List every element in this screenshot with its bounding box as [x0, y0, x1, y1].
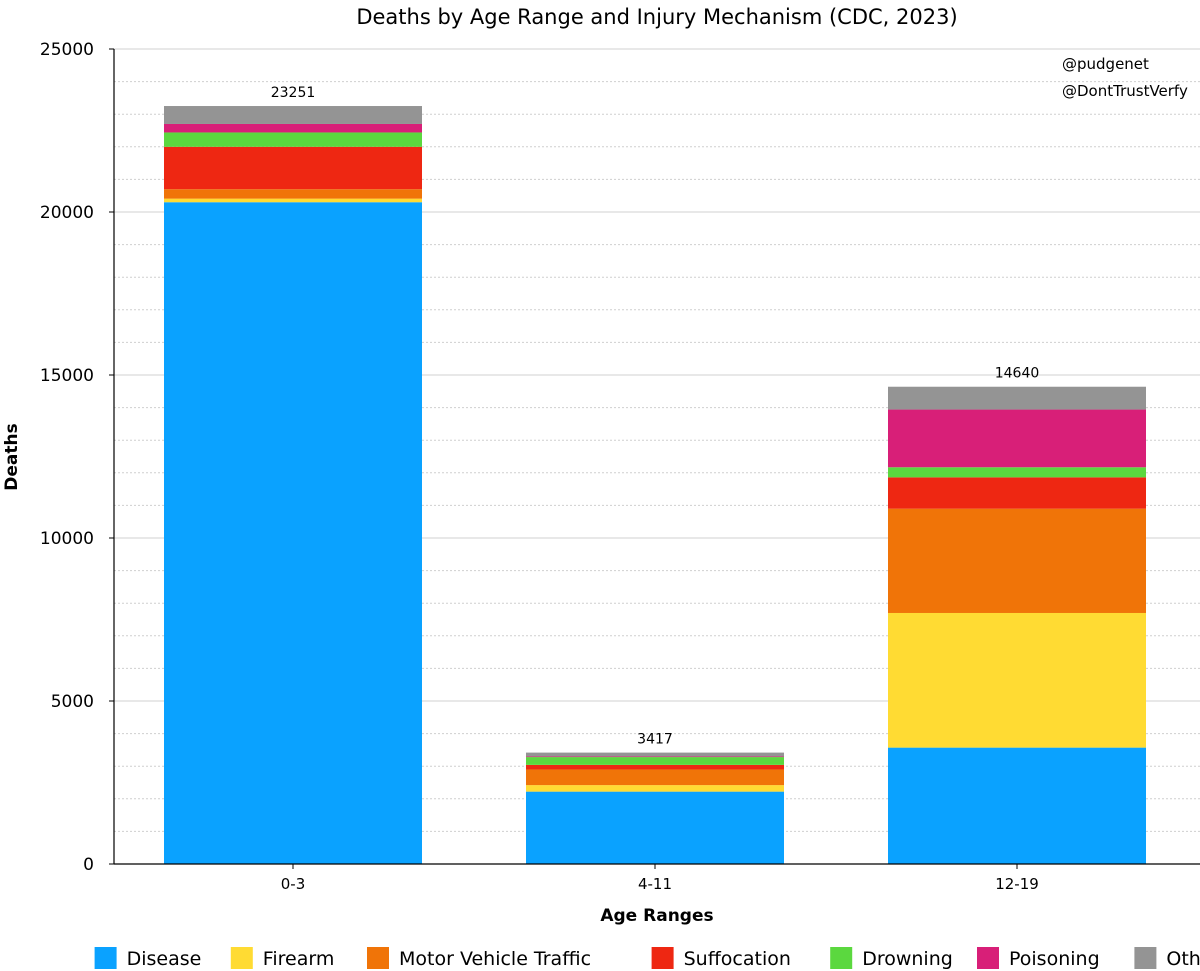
bar-segment-4-11-poisoning: [526, 756, 784, 758]
x-tick-label: 12-19: [995, 875, 1039, 893]
bar-segment-12-19-other: [888, 386, 1146, 410]
bar-segment-12-19-poisoning: [888, 409, 1146, 468]
legend-swatch-poisoning: [977, 947, 999, 969]
y-tick-label: 15000: [40, 366, 94, 386]
bar-segment-12-19-suffocation: [888, 477, 1146, 509]
x-tick-label: 0-3: [281, 875, 306, 893]
legend-swatch-drowning: [830, 947, 853, 969]
legend-label-drowning: Drowning: [862, 948, 953, 970]
y-tick-label: 20000: [40, 203, 94, 223]
bars: [164, 106, 1146, 865]
bar-segment-12-19-firearm: [888, 612, 1146, 748]
y-tick-label: 5000: [51, 692, 94, 712]
bar-segment-0-3-drowning: [164, 132, 422, 147]
chart-title: Deaths by Age Range and Injury Mechanism…: [356, 5, 957, 29]
bar-segment-0-3-motor-vehicle-traffic: [164, 189, 422, 199]
x-axis-label: Age Ranges: [600, 906, 713, 926]
legend-swatch-firearm: [230, 947, 253, 969]
y-tick-label: 25000: [40, 40, 94, 60]
credit-handle-1: @pudgenet: [1062, 55, 1149, 73]
y-axis-ticks: 0 5000 10000 15000 20000 25000: [40, 40, 94, 875]
bar-segment-4-11-disease: [526, 791, 784, 864]
legend-label-other: Other: [1166, 948, 1200, 970]
bar-segment-0-3-other: [164, 106, 422, 124]
bar-segment-0-3-suffocation: [164, 146, 422, 190]
legend: Disease Firearm Motor Vehicle Traffic Suffo…: [94, 947, 1200, 970]
legend-swatch-suffocation: [651, 947, 674, 969]
bar-segment-4-11-motor-vehicle-traffic: [526, 769, 784, 786]
credit-handle-2: @DontTrustVerfy: [1062, 82, 1188, 100]
bar-total-label: 23251: [271, 85, 316, 101]
legend-label-firearm: Firearm: [263, 948, 335, 970]
bar-total-label: 3417: [637, 732, 673, 748]
legend-label-suffocation: Suffocation: [684, 948, 791, 970]
axes: [109, 48, 1200, 865]
bar-totals: 23251 3417 14640: [271, 85, 1040, 748]
legend-label-poisoning: Poisoning: [1009, 948, 1100, 970]
bar-segment-12-19-disease: [888, 747, 1146, 864]
bar-segment-12-19-motor-vehicle-traffic: [888, 508, 1146, 613]
bar-segment-4-11-firearm: [526, 785, 784, 792]
legend-swatch-other: [1134, 947, 1157, 969]
bar-segment-0-3-disease: [164, 202, 422, 865]
x-axis-ticks: 0-3 4-11 12-19: [281, 864, 1039, 893]
y-tick-label: 0: [83, 855, 94, 875]
y-tick-label: 10000: [40, 529, 94, 549]
bar-segment-4-11-drowning: [526, 757, 784, 765]
legend-swatch-motor-vehicle-traffic: [367, 947, 389, 969]
bar-segment-4-11-other: [526, 752, 784, 757]
bar-segment-4-11-suffocation: [526, 764, 784, 770]
bar-segment-12-19-drowning: [888, 467, 1146, 478]
x-tick-label: 4-11: [638, 875, 672, 893]
bar-segment-0-3-poisoning: [164, 123, 422, 133]
legend-label-motor-vehicle-traffic: Motor Vehicle Traffic: [399, 948, 591, 970]
legend-label-disease: Disease: [127, 948, 202, 970]
bar-total-label: 14640: [995, 366, 1040, 382]
legend-swatch-disease: [94, 947, 117, 969]
y-axis-label: Deaths: [2, 423, 22, 490]
bar-segment-0-3-firearm: [164, 198, 422, 203]
